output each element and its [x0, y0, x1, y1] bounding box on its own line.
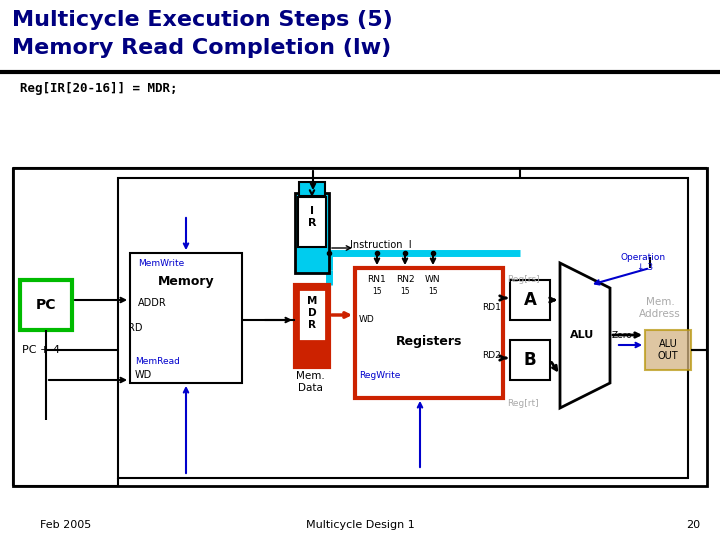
Text: Mem.: Mem.: [296, 371, 325, 381]
Bar: [118, 178, 688, 478]
Text: 15: 15: [372, 287, 382, 295]
Text: WD: WD: [359, 315, 374, 325]
Bar: [295, 285, 329, 367]
Bar: [295, 193, 329, 273]
Bar: [130, 253, 242, 383]
Text: OUT: OUT: [657, 351, 678, 361]
Text: Memory: Memory: [158, 274, 215, 287]
Text: RD2: RD2: [482, 352, 501, 361]
Text: Reg[rs]: Reg[rs]: [507, 275, 539, 285]
Text: ALU: ALU: [570, 330, 594, 340]
Text: PC + 4: PC + 4: [22, 345, 60, 355]
Text: Instruction  I: Instruction I: [350, 240, 412, 250]
Text: M
D
R: M D R: [307, 296, 318, 329]
Text: WN: WN: [426, 275, 441, 285]
Text: B: B: [523, 351, 536, 369]
Text: RD1: RD1: [482, 303, 501, 313]
Text: Operation: Operation: [621, 253, 665, 261]
Text: Data: Data: [297, 383, 323, 393]
Text: 15: 15: [428, 287, 438, 295]
Text: WD: WD: [135, 370, 152, 380]
Text: MemWrite: MemWrite: [138, 259, 184, 267]
Text: Registers: Registers: [396, 334, 462, 348]
Text: I
R: I R: [307, 206, 316, 228]
Text: RegWrite: RegWrite: [359, 372, 400, 381]
Bar: [298, 197, 326, 247]
Text: RN2: RN2: [396, 275, 414, 285]
Text: Memory Read Completion (lw): Memory Read Completion (lw): [12, 38, 391, 58]
Bar: [13, 168, 707, 486]
Text: ALU: ALU: [659, 339, 678, 349]
Text: Reg[rt]: Reg[rt]: [507, 399, 539, 408]
Bar: [510, 340, 550, 380]
Bar: [299, 182, 325, 196]
Bar: [20, 280, 72, 330]
Bar: [298, 289, 326, 341]
Text: Feb 2005: Feb 2005: [40, 520, 91, 530]
Bar: [510, 280, 550, 320]
Text: ADDR: ADDR: [138, 298, 167, 308]
Bar: [645, 330, 691, 370]
Text: Multicycle Execution Steps (5): Multicycle Execution Steps (5): [12, 10, 392, 30]
Text: ↓ 3: ↓ 3: [637, 264, 653, 273]
Text: RN1: RN1: [368, 275, 387, 285]
Text: Multicycle Design 1: Multicycle Design 1: [305, 520, 415, 530]
Text: PC: PC: [36, 298, 56, 312]
Bar: [355, 268, 503, 398]
Polygon shape: [560, 263, 610, 408]
Text: Mem.: Mem.: [646, 297, 675, 307]
Text: Zero: Zero: [612, 330, 633, 340]
Text: 20: 20: [686, 520, 700, 530]
Text: Reg[IR[20-16]] = MDR;: Reg[IR[20-16]] = MDR;: [20, 82, 178, 95]
Text: 15: 15: [400, 287, 410, 295]
Text: RD: RD: [128, 323, 143, 333]
Text: Address: Address: [639, 309, 681, 319]
Text: A: A: [523, 291, 536, 309]
Text: MemRead: MemRead: [135, 356, 180, 366]
